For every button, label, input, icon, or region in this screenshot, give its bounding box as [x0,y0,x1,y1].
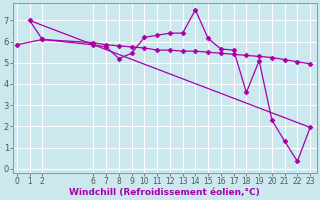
X-axis label: Windchill (Refroidissement éolien,°C): Windchill (Refroidissement éolien,°C) [69,188,260,197]
